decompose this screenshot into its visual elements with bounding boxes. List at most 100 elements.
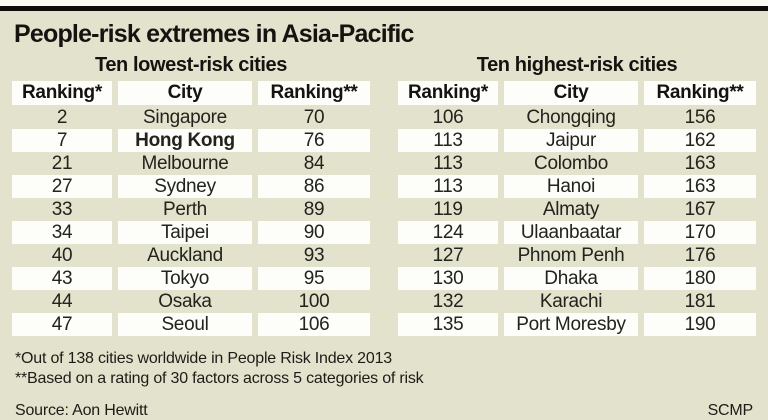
city-cell: Auckland: [147, 245, 223, 266]
rank-cell: 113: [398, 129, 498, 152]
rating-cell: 100: [298, 291, 330, 312]
rating-cell: 162: [644, 129, 756, 152]
top-border-rule: [0, 6, 768, 11]
tables-container: Ten lowest-risk cities Ranking* City Ranki…: [12, 53, 756, 336]
rank-cell: 2: [56, 107, 68, 128]
rating-cell: 167: [684, 199, 716, 220]
city-cell: Phnom Penh: [517, 245, 625, 266]
source-label: Source: Aon Hewitt: [15, 402, 148, 419]
rating-cell: 93: [303, 245, 325, 266]
rank-cell: 135: [398, 313, 498, 336]
table-row: 2 Singapore 70: [12, 106, 370, 129]
city-cell: Chongqing: [526, 107, 616, 128]
rating-cell: 163: [684, 153, 716, 174]
infographic: People-risk extremes in Asia-Pacific Ten…: [0, 11, 768, 420]
table-row: 43 Tokyo 95: [12, 267, 370, 290]
rating-cell: 70: [303, 107, 325, 128]
city-cell: Sydney: [118, 175, 252, 198]
rating-cell: 95: [258, 267, 370, 290]
table-row: 113 Jaipur 162: [398, 129, 756, 152]
footnote-ranking-scope: *Out of 138 cities worldwide in People R…: [15, 350, 392, 367]
table-row: 127 Phnom Penh 176: [398, 244, 756, 267]
city-cell: Melbourne: [141, 153, 229, 174]
rating-cell: 176: [684, 245, 716, 266]
column-header: City: [118, 81, 252, 105]
table-subtitle-lowest: Ten lowest-risk cities: [94, 54, 287, 76]
table-row: 119 Almaty 167: [398, 198, 756, 221]
city-cell: Singapore: [143, 107, 227, 128]
rating-cell: 106: [258, 313, 370, 336]
city-cell: Osaka: [158, 291, 212, 312]
rating-cell: 76: [258, 129, 370, 152]
rating-cell: 86: [258, 175, 370, 198]
table-row: 34 Taipei 90: [12, 221, 370, 244]
table-row: 44 Osaka 100: [12, 290, 370, 313]
column-header: Ranking**: [258, 81, 370, 105]
rank-cell: 124: [398, 221, 498, 244]
rank-cell: 47: [12, 313, 112, 336]
rating-cell: 170: [644, 221, 756, 244]
column-header: City: [504, 81, 638, 105]
table-row: 113 Colombo 163: [398, 152, 756, 175]
table-row: 7 Hong Kong 76: [12, 129, 370, 152]
page-title: People-risk extremes in Asia-Pacific: [14, 20, 414, 48]
rank-cell: 119: [433, 199, 463, 220]
city-cell: Port Moresby: [504, 313, 638, 336]
city-cell: Taipei: [118, 221, 252, 244]
highest-risk-table: Ten highest-risk cities Ranking* City Rank…: [398, 53, 756, 336]
lowest-risk-table: Ten lowest-risk cities Ranking* City Ranki…: [12, 53, 370, 336]
rank-cell: 113: [398, 175, 498, 198]
column-header: Ranking**: [644, 81, 756, 105]
table-header-row: Ranking* City Ranking**: [12, 81, 370, 105]
rating-cell: 180: [644, 267, 756, 290]
rating-cell: 90: [258, 221, 370, 244]
table-row: 132 Karachi 181: [398, 290, 756, 313]
rating-cell: 89: [303, 199, 325, 220]
table-highest: Ranking* City Ranking** 106 Chongqing 156 113 J…: [398, 81, 756, 336]
rating-cell: 84: [303, 153, 325, 174]
table-header-row: Ranking* City Ranking**: [398, 81, 756, 105]
rating-cell: 190: [644, 313, 756, 336]
rating-cell: 163: [644, 175, 756, 198]
city-cell: Almaty: [542, 199, 600, 220]
rank-cell: 113: [433, 153, 463, 174]
table-row: 124 Ulaanbaatar 170: [398, 221, 756, 244]
city-cell: Ulaanbaatar: [504, 221, 638, 244]
rating-cell: 156: [684, 107, 716, 128]
rank-cell: 44: [51, 291, 73, 312]
city-cell: Perth: [163, 199, 207, 220]
table-row: 106 Chongqing 156: [398, 106, 756, 129]
city-cell: Tokyo: [118, 267, 252, 290]
city-cell: Seoul: [118, 313, 252, 336]
column-header: Ranking*: [398, 81, 498, 105]
table-row: 113 Hanoi 163: [398, 175, 756, 198]
rank-cell: 34: [12, 221, 112, 244]
table-row: 33 Perth 89: [12, 198, 370, 221]
city-cell: Dhaka: [504, 267, 638, 290]
city-cell: Karachi: [539, 291, 603, 312]
table-lowest: Ranking* City Ranking** 2 Singapore 70 7 Hong K…: [12, 81, 370, 336]
table-row: 47 Seoul 106: [12, 313, 370, 336]
footnote-rating-basis: **Based on a rating of 30 factors across…: [15, 370, 424, 387]
rank-cell: 127: [432, 245, 464, 266]
rank-cell: 21: [51, 153, 73, 174]
city-cell: Jaipur: [504, 129, 638, 152]
rank-cell: 33: [51, 199, 73, 220]
rank-cell: 43: [12, 267, 112, 290]
source-row: Source: Aon Hewitt SCMP: [12, 402, 756, 420]
column-header: Ranking*: [12, 81, 112, 105]
page-background-strip: [0, 0, 768, 6]
table-subtitle-highest: Ten highest-risk cities: [476, 54, 678, 76]
table-row: 40 Auckland 93: [12, 244, 370, 267]
rating-cell: 181: [684, 291, 716, 312]
city-cell: Hong Kong: [118, 129, 252, 152]
table-row: 21 Melbourne 84: [12, 152, 370, 175]
rank-cell: 40: [51, 245, 73, 266]
rank-cell: 132: [432, 291, 464, 312]
table-row: 130 Dhaka 180: [398, 267, 756, 290]
table-row: 135 Port Moresby 190: [398, 313, 756, 336]
city-cell: Hanoi: [504, 175, 638, 198]
rank-cell: 27: [12, 175, 112, 198]
credit-label: SCMP: [707, 402, 754, 419]
city-cell: Colombo: [534, 153, 608, 174]
